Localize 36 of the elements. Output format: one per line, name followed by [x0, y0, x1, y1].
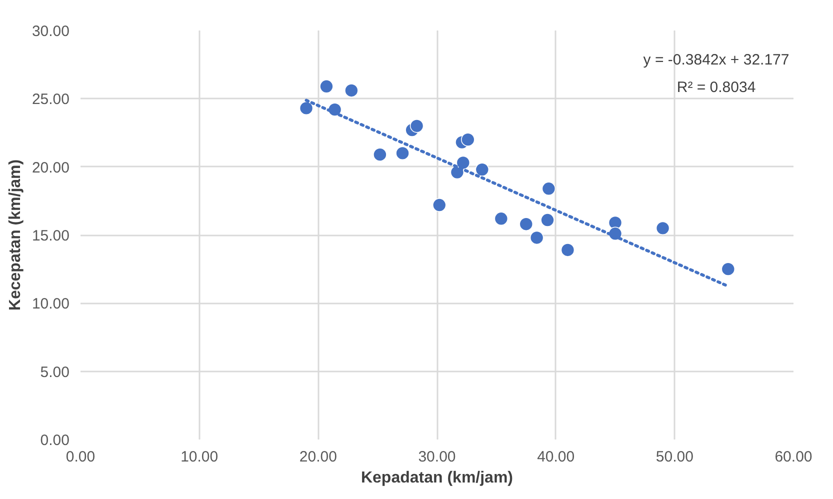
x-tick-label: 50.00	[656, 448, 694, 466]
point	[656, 221, 670, 236]
point	[320, 80, 334, 94]
y-tick-label: 15.00	[32, 228, 70, 244]
point	[540, 213, 554, 227]
point	[432, 198, 446, 212]
point	[494, 212, 508, 226]
point	[456, 156, 470, 170]
y-tick-label: 5.00	[40, 364, 70, 381]
point	[475, 162, 490, 176]
y-axis-title: Kecepatan (km/jam)	[6, 159, 24, 311]
x-tick-label: 10.00	[180, 448, 218, 466]
point	[460, 132, 475, 146]
point	[410, 119, 424, 133]
point	[344, 84, 358, 98]
x-axis-title: Kepadatan (km/jam)	[360, 470, 514, 486]
annotation: R² = 0.8034	[676, 78, 756, 96]
y-tick-label: 20.00	[32, 159, 70, 176]
point	[299, 101, 314, 116]
point	[530, 230, 544, 245]
point	[542, 182, 556, 196]
x-tick-label: 20.00	[299, 448, 337, 466]
x-tick-label: 40.00	[537, 448, 575, 466]
point	[519, 217, 534, 231]
point	[373, 148, 387, 162]
x-tick-label: 0.00	[66, 448, 96, 466]
x-tick-label: 60.00	[774, 448, 812, 466]
y-tick-label: 10.00	[32, 296, 70, 313]
annotation: y = -0.3842x + 32.177	[643, 52, 790, 69]
y-tick-label: 25.00	[32, 91, 70, 108]
point	[721, 262, 736, 276]
point	[560, 243, 575, 257]
point	[396, 146, 410, 160]
x-tick-label: 30.00	[418, 448, 456, 466]
y-tick-label: 0.00	[40, 432, 70, 449]
y-tick-label: 30.00	[32, 23, 70, 40]
